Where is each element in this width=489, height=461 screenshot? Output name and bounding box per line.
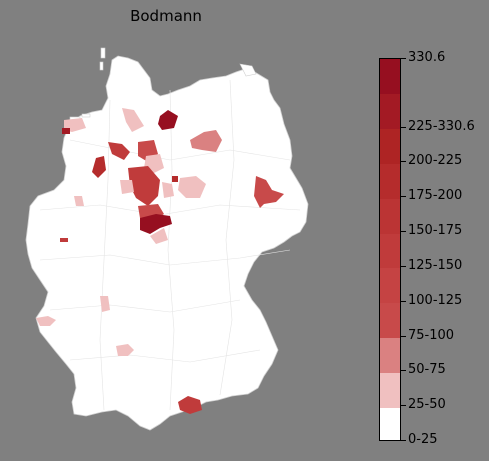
- islands: [69, 47, 257, 121]
- legend-tick-label: 150-175: [408, 223, 463, 239]
- legend-tick-label: 225-330.6: [408, 118, 475, 134]
- legend-bin-swatch: [380, 267, 400, 304]
- legend-colorbar: [379, 58, 401, 441]
- legend-tick-label: 200-225: [408, 153, 463, 169]
- legend-max-label: 330.6: [408, 50, 446, 65]
- legend-tick-label: 0-25: [408, 432, 438, 447]
- district: [92, 156, 106, 178]
- map-title: Bodmann: [130, 7, 202, 25]
- legend-bin-swatch: [380, 163, 400, 199]
- legend-tick: [401, 440, 406, 441]
- legend-tick-label: 175-200: [408, 188, 463, 204]
- legend-bin-swatch: [380, 59, 400, 95]
- legend-tick: [401, 231, 406, 233]
- legend-tick: [401, 161, 406, 163]
- legend-tick-label: 125-150: [408, 257, 463, 273]
- legend-tick-label: 75-100: [408, 327, 455, 343]
- legend-bin-swatch: [380, 233, 400, 269]
- legend-tick: [401, 196, 406, 198]
- legend-bin-swatch: [380, 337, 400, 373]
- district: [116, 344, 134, 356]
- legend-tick: [401, 126, 406, 128]
- district: [128, 166, 160, 206]
- legend-tick: [401, 265, 406, 267]
- district: [158, 110, 178, 130]
- district: [178, 176, 206, 198]
- legend-bin-swatch: [380, 128, 400, 164]
- legend-bin-swatch: [380, 302, 400, 339]
- district: [122, 108, 144, 132]
- legend-tick-label: 100-125: [408, 292, 463, 308]
- highlighted-districts: [36, 108, 284, 414]
- district: [62, 128, 70, 134]
- legend-tick-label: 50-75: [408, 362, 446, 378]
- district: [140, 214, 172, 234]
- district: [178, 396, 202, 414]
- district: [150, 228, 168, 244]
- district: [100, 296, 110, 312]
- legend-tick: [401, 300, 406, 302]
- legend-bin-swatch: [380, 372, 400, 408]
- district: [172, 176, 178, 182]
- district: [108, 142, 130, 160]
- legend-tick: [401, 370, 406, 372]
- district: [60, 238, 68, 242]
- legend-bin-swatch: [380, 407, 400, 440]
- legend-tick: [401, 405, 406, 407]
- district: [36, 316, 56, 326]
- district: [190, 130, 222, 152]
- district: [162, 182, 174, 198]
- legend-tick: [401, 335, 406, 337]
- district: [74, 196, 84, 206]
- district: [254, 176, 284, 208]
- legend-bin-swatch: [380, 198, 400, 234]
- legend-bin-swatch: [380, 93, 400, 130]
- legend-tick: [401, 58, 406, 59]
- district-boundaries: [39, 79, 301, 411]
- district: [120, 180, 134, 194]
- legend-tick-label: 25-50: [408, 397, 446, 413]
